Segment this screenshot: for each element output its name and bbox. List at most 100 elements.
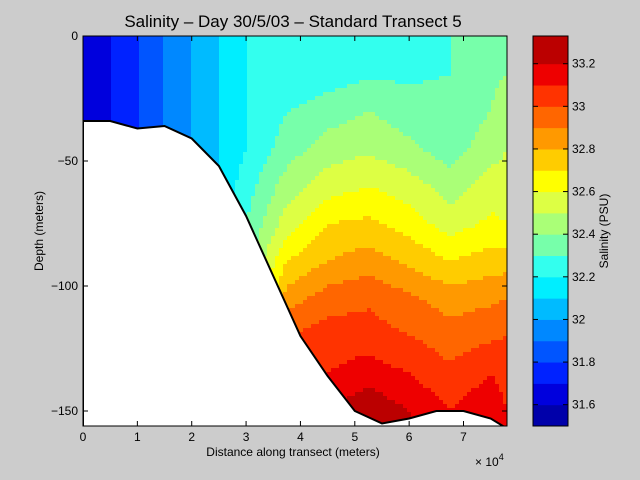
salinity-cell <box>267 160 272 165</box>
salinity-cell <box>475 96 480 101</box>
salinity-cell <box>491 160 496 165</box>
salinity-cell <box>151 60 156 65</box>
salinity-cell <box>139 68 144 73</box>
salinity-cell <box>459 60 464 65</box>
salinity-cell <box>423 120 428 125</box>
salinity-cell <box>403 100 408 105</box>
salinity-cell <box>387 176 392 181</box>
salinity-cell <box>487 88 492 93</box>
salinity-cell <box>331 124 336 129</box>
salinity-cell <box>387 112 392 117</box>
salinity-cell <box>123 80 128 85</box>
salinity-cell <box>107 84 112 89</box>
salinity-cell <box>155 60 160 65</box>
salinity-cell <box>383 216 388 221</box>
salinity-cell <box>295 184 300 189</box>
salinity-cell <box>395 160 400 165</box>
salinity-cell <box>111 108 116 113</box>
salinity-cell <box>195 100 200 105</box>
salinity-cell <box>207 152 212 157</box>
salinity-cell <box>403 204 408 209</box>
salinity-cell <box>295 220 300 225</box>
salinity-cell <box>319 116 324 121</box>
salinity-cell <box>343 152 348 157</box>
salinity-cell <box>315 160 320 165</box>
salinity-cell <box>475 200 480 205</box>
salinity-cell <box>319 204 324 209</box>
salinity-cell <box>395 136 400 141</box>
salinity-cell <box>351 184 356 189</box>
salinity-cell <box>339 132 344 137</box>
salinity-cell <box>167 88 172 93</box>
salinity-cell <box>187 72 192 77</box>
salinity-cell <box>363 116 368 121</box>
salinity-cell <box>299 84 304 89</box>
salinity-cell <box>311 216 316 221</box>
salinity-cell <box>203 132 208 137</box>
salinity-cell <box>439 212 444 217</box>
salinity-cell <box>103 96 108 101</box>
salinity-cell <box>259 40 264 45</box>
salinity-cell <box>311 176 316 181</box>
salinity-cell <box>239 68 244 73</box>
salinity-cell <box>227 52 232 57</box>
salinity-cell <box>315 108 320 113</box>
salinity-cell <box>107 60 112 65</box>
salinity-cell <box>467 156 472 161</box>
salinity-cell <box>363 124 368 129</box>
salinity-cell <box>431 160 436 165</box>
salinity-cell <box>471 220 476 225</box>
salinity-cell <box>467 100 472 105</box>
salinity-cell <box>207 48 212 53</box>
salinity-cell <box>147 104 152 109</box>
salinity-cell <box>147 60 152 65</box>
salinity-cell <box>419 216 424 221</box>
salinity-cell <box>395 68 400 73</box>
salinity-cell <box>179 64 184 69</box>
salinity-cell <box>163 76 168 81</box>
salinity-cell <box>375 152 380 157</box>
salinity-cell <box>387 188 392 193</box>
salinity-cell <box>343 112 348 117</box>
salinity-cell <box>443 212 448 217</box>
salinity-cell <box>367 220 372 225</box>
salinity-cell <box>291 156 296 161</box>
salinity-cell <box>259 160 264 165</box>
salinity-cell <box>323 160 328 165</box>
salinity-cell <box>271 172 276 177</box>
salinity-cell <box>151 104 156 109</box>
salinity-cell <box>443 72 448 77</box>
salinity-cell <box>475 168 480 173</box>
salinity-cell <box>495 192 500 197</box>
salinity-cell <box>379 220 384 225</box>
salinity-cell <box>467 72 472 77</box>
salinity-cell <box>471 88 476 93</box>
salinity-cell <box>335 120 340 125</box>
salinity-cell <box>227 136 232 141</box>
salinity-cell <box>251 152 256 157</box>
salinity-cell <box>459 200 464 205</box>
salinity-cell <box>119 108 124 113</box>
salinity-cell <box>119 60 124 65</box>
salinity-cell <box>235 40 240 45</box>
salinity-cell <box>227 160 232 165</box>
salinity-cell <box>447 44 452 49</box>
salinity-cell <box>127 60 132 65</box>
salinity-cell <box>191 104 196 109</box>
salinity-cell <box>175 56 180 61</box>
salinity-cell <box>375 52 380 57</box>
salinity-cell <box>151 112 156 117</box>
salinity-cell <box>323 124 328 129</box>
salinity-cell <box>387 200 392 205</box>
salinity-cell <box>383 200 388 205</box>
salinity-cell <box>287 192 292 197</box>
salinity-cell <box>447 60 452 65</box>
salinity-cell <box>95 88 100 93</box>
salinity-cell <box>467 200 472 205</box>
salinity-cell <box>171 64 176 69</box>
salinity-cell <box>495 136 500 141</box>
salinity-cell <box>319 216 324 221</box>
salinity-cell <box>99 116 104 121</box>
salinity-cell <box>327 192 332 197</box>
salinity-cell <box>199 140 204 145</box>
